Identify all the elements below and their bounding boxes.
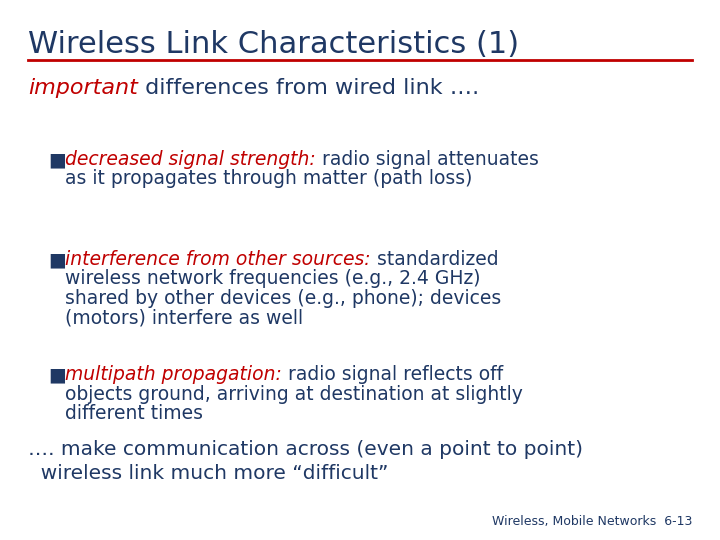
Text: decreased signal strength:: decreased signal strength: xyxy=(65,150,316,169)
Text: wireless network frequencies (e.g., 2.4 GHz): wireless network frequencies (e.g., 2.4 … xyxy=(65,269,480,288)
Text: ■: ■ xyxy=(48,365,66,384)
Text: different times: different times xyxy=(65,404,203,423)
Text: multipath propagation:: multipath propagation: xyxy=(65,365,282,384)
Text: radio signal reflects off: radio signal reflects off xyxy=(282,365,503,384)
Text: objects ground, arriving at destination at slightly: objects ground, arriving at destination … xyxy=(65,384,523,403)
Text: Wireless Link Characteristics (1): Wireless Link Characteristics (1) xyxy=(28,30,519,59)
Text: ■: ■ xyxy=(48,150,66,169)
Text: radio signal attenuates: radio signal attenuates xyxy=(316,150,539,169)
Text: …. make communication across (even a point to point)
  wireless link much more “: …. make communication across (even a poi… xyxy=(28,440,583,483)
Text: interference from other sources:: interference from other sources: xyxy=(65,250,371,269)
Text: standardized: standardized xyxy=(371,250,498,269)
Text: shared by other devices (e.g., phone); devices: shared by other devices (e.g., phone); d… xyxy=(65,289,501,308)
Text: (motors) interfere as well: (motors) interfere as well xyxy=(65,308,303,327)
Text: Wireless, Mobile Networks  6-13: Wireless, Mobile Networks 6-13 xyxy=(492,515,692,528)
Text: as it propagates through matter (path loss): as it propagates through matter (path lo… xyxy=(65,170,472,188)
Text: important: important xyxy=(28,78,138,98)
Text: differences from wired link ….: differences from wired link …. xyxy=(138,78,479,98)
Text: ■: ■ xyxy=(48,250,66,269)
